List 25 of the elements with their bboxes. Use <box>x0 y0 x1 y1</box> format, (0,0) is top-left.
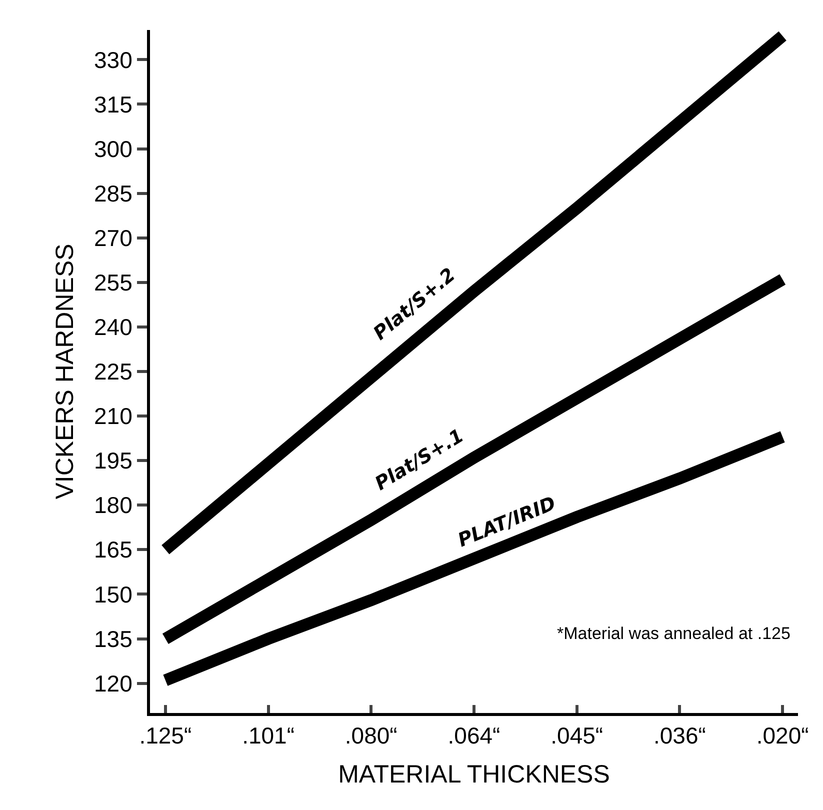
x-tick-label: .125“ <box>139 722 192 749</box>
y-tick-label: 330 <box>94 46 132 73</box>
y-tick-label: 285 <box>94 180 132 206</box>
x-tick-label: .020“ <box>756 722 809 749</box>
y-axis-title: VICKERS HARDNESS <box>50 244 79 500</box>
y-tick-label: 210 <box>94 403 132 430</box>
x-tick-label: .080“ <box>344 722 398 749</box>
annotation: *Material was annealed at .125 <box>557 624 790 643</box>
y-tick-label: 225 <box>94 358 132 385</box>
y-tick-label: 180 <box>94 492 132 518</box>
x-tick-label: .045“ <box>550 722 604 749</box>
y-tick-label: 165 <box>94 536 132 563</box>
y-tick-label: 240 <box>94 314 132 340</box>
x-tick-label: .101“ <box>242 722 295 749</box>
y-tick-label: 300 <box>94 136 132 162</box>
y-tick-label: 270 <box>94 224 132 251</box>
x-tick-label: .036“ <box>653 722 706 749</box>
x-axis-title: MATERIAL THICKNESS <box>338 760 610 789</box>
y-tick-label: 195 <box>94 448 132 474</box>
y-tick-label: 315 <box>94 91 132 118</box>
y-tick-label: 255 <box>94 269 132 296</box>
y-tick-label: 135 <box>94 626 132 652</box>
y-tick-label: 120 <box>94 670 132 696</box>
x-tick-label: .064“ <box>448 722 500 749</box>
y-tick-label: 150 <box>94 581 132 608</box>
